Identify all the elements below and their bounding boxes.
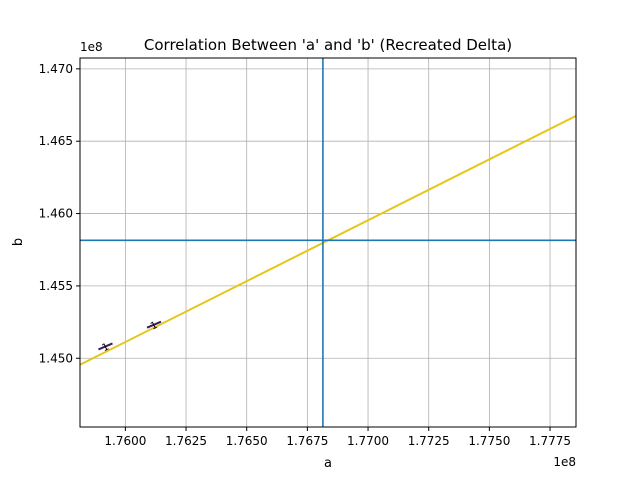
x-tick-label: 1.7675 bbox=[286, 434, 328, 448]
x-tick-label: 1.7600 bbox=[104, 434, 146, 448]
y-axis-label: b bbox=[11, 238, 26, 246]
x-tick-label: 1.7775 bbox=[529, 434, 571, 448]
chart-title: Correlation Between 'a' and 'b' (Recreat… bbox=[144, 36, 512, 54]
contour-labels: 11 bbox=[98, 320, 162, 355]
grid bbox=[80, 58, 576, 427]
plot-frame bbox=[79, 57, 577, 428]
y-axis: 1.450 1.455 1.460 1.465 1.470 bbox=[39, 62, 80, 365]
contour-segment bbox=[98, 342, 113, 351]
x-axis: 1.7600 1.7625 1.7650 1.7675 1.7700 1.7725 1.77… bbox=[104, 427, 571, 448]
contour-label: 1 bbox=[100, 342, 111, 355]
y-tick-label: 1.470 bbox=[39, 62, 73, 76]
x-tick-label: 1.7650 bbox=[226, 434, 268, 448]
contour-label: 1 bbox=[149, 320, 160, 333]
x-tick-label: 1.7725 bbox=[408, 434, 450, 448]
x-tick-label: 1.7700 bbox=[347, 434, 389, 448]
y-tick-label: 1.460 bbox=[39, 207, 73, 221]
y-tick-label: 1.465 bbox=[39, 134, 73, 148]
x-axis-label: a bbox=[324, 456, 332, 471]
y-tick-label: 1.455 bbox=[39, 279, 73, 293]
reference-lines bbox=[80, 58, 576, 427]
y-offset-label: 1e8 bbox=[80, 40, 103, 54]
y-tick-label: 1.450 bbox=[39, 351, 73, 365]
x-tick-label: 1.7625 bbox=[165, 434, 207, 448]
x-tick-label: 1.7750 bbox=[468, 434, 510, 448]
x-offset-label: 1e8 bbox=[553, 455, 576, 469]
contour-segment bbox=[146, 320, 162, 329]
